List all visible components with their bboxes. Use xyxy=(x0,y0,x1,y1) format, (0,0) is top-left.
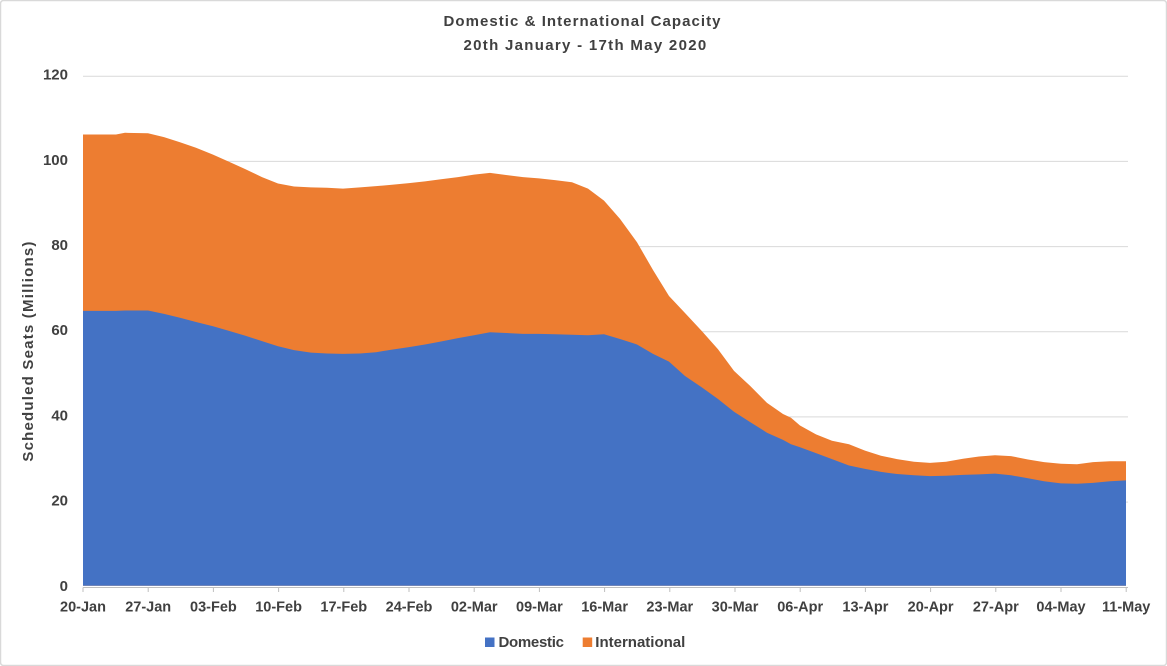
svg-text:40: 40 xyxy=(51,407,68,424)
svg-text:20th January - 17th May 2020: 20th January - 17th May 2020 xyxy=(464,37,708,54)
svg-text:11-May: 11-May xyxy=(1102,600,1150,616)
svg-text:16-Mar: 16-Mar xyxy=(581,600,628,616)
svg-text:10-Feb: 10-Feb xyxy=(255,600,302,616)
svg-text:23-Mar: 23-Mar xyxy=(646,600,693,616)
svg-text:Domestic & International Capac: Domestic & International Capacity xyxy=(443,13,721,30)
svg-text:02-Mar: 02-Mar xyxy=(451,600,498,616)
svg-text:30-Mar: 30-Mar xyxy=(712,600,759,616)
svg-text:24-Feb: 24-Feb xyxy=(386,600,433,616)
svg-text:International: International xyxy=(595,634,685,651)
svg-text:03-Feb: 03-Feb xyxy=(190,600,237,616)
svg-text:20-Jan: 20-Jan xyxy=(60,600,106,616)
svg-text:Domestic: Domestic xyxy=(499,634,564,651)
svg-text:0: 0 xyxy=(60,578,68,595)
svg-text:17-Feb: 17-Feb xyxy=(320,600,367,616)
svg-text:100: 100 xyxy=(43,152,68,169)
svg-text:120: 120 xyxy=(43,67,68,84)
svg-text:06-Apr: 06-Apr xyxy=(777,600,823,616)
svg-text:27-Apr: 27-Apr xyxy=(973,600,1019,616)
svg-text:20: 20 xyxy=(51,493,68,510)
svg-text:27-Jan: 27-Jan xyxy=(125,600,171,616)
svg-text:04-May: 04-May xyxy=(1036,600,1085,616)
svg-text:Scheduled Seats (Millions): Scheduled Seats (Millions) xyxy=(20,240,37,461)
svg-text:60: 60 xyxy=(51,322,68,339)
svg-text:20-Apr: 20-Apr xyxy=(908,600,954,616)
svg-text:80: 80 xyxy=(51,237,68,254)
svg-text:13-Apr: 13-Apr xyxy=(842,600,888,616)
svg-text:09-Mar: 09-Mar xyxy=(516,600,563,616)
